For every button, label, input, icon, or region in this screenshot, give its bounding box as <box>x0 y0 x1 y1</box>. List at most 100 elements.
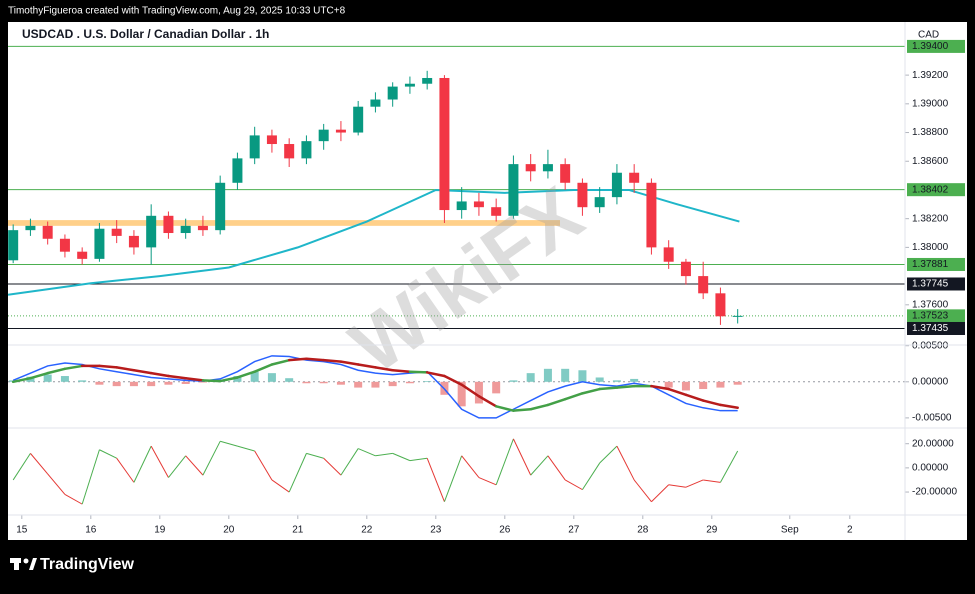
oscillator-segment <box>237 445 255 452</box>
chart-title: USDCAD . U.S. Dollar / Canadian Dollar .… <box>22 27 269 41</box>
oscillator-segment <box>185 455 204 476</box>
macd-histogram <box>543 368 552 382</box>
oscillator-segment <box>685 479 704 488</box>
macd-histogram <box>354 381 363 388</box>
y-tick-label: 1.38600 <box>912 156 949 167</box>
macd-histogram <box>43 374 52 382</box>
signal-segment <box>115 366 136 372</box>
oscillator-segment <box>375 452 393 457</box>
signal-segment <box>719 403 739 410</box>
macd-histogram <box>233 376 242 382</box>
macd-histogram <box>250 371 259 382</box>
oscillator-segment <box>392 452 411 462</box>
candle-body <box>577 182 588 208</box>
oscillator-segment <box>478 477 497 486</box>
macd-histogram <box>474 381 483 404</box>
oscillator-segment <box>409 457 428 462</box>
macd-histogram <box>285 378 294 382</box>
macd-histogram <box>371 381 380 388</box>
macd-histogram <box>164 381 173 385</box>
oscillator-segment <box>703 479 721 483</box>
signal-segment <box>494 405 515 412</box>
macd-histogram <box>388 381 397 387</box>
oscillator-segment <box>116 457 135 483</box>
candle-body <box>508 164 519 216</box>
brand-logo <box>10 558 37 570</box>
macd-histogram <box>492 381 501 394</box>
oscillator-segment <box>133 445 152 483</box>
oscillator-segment <box>357 448 376 457</box>
candle-body <box>732 315 743 317</box>
candle-body <box>163 215 174 234</box>
candle-body <box>387 86 398 100</box>
signal-segment <box>684 393 705 402</box>
macd-line <box>12 355 738 419</box>
candle-body <box>594 197 605 208</box>
candle-body <box>560 164 571 183</box>
oscillator-segment <box>495 438 514 485</box>
y-tick-label: 1.38800 <box>912 127 949 138</box>
oscillator-segment <box>443 455 463 502</box>
oscillator-segment <box>254 450 273 481</box>
candle-body <box>146 215 157 248</box>
candle-body <box>111 228 122 236</box>
candle-body <box>215 182 226 231</box>
signal-segment <box>305 357 325 362</box>
chart-panel <box>8 22 967 540</box>
x-tick-label: 16 <box>85 525 97 536</box>
signal-segment <box>546 397 567 407</box>
x-tick-label: 26 <box>499 525 511 536</box>
macd-histogram <box>95 381 104 385</box>
signal-segment <box>339 360 360 366</box>
candle-body <box>370 99 381 107</box>
overlay: 1.39400 1.38402 1.37881 1.37745 1.37523 1.374… <box>907 39 965 335</box>
signal-segment <box>184 376 205 382</box>
x-tick-label: 28 <box>637 525 649 536</box>
x-tick-label: 27 <box>568 525 580 536</box>
candle-body <box>301 141 312 159</box>
oscillator-segment <box>271 479 290 493</box>
signal-segment <box>512 407 532 412</box>
candle-body <box>680 261 691 277</box>
macd-histogram <box>319 381 328 384</box>
macd-histogram <box>60 376 69 382</box>
candle-body <box>8 230 19 261</box>
oscillator-segment <box>719 450 739 483</box>
signal-segment <box>29 371 49 380</box>
candle-body <box>128 235 139 248</box>
oscillator-segment <box>12 453 31 481</box>
candle-body <box>197 225 208 231</box>
candle-body <box>698 276 709 294</box>
oscillator-segment <box>288 453 307 493</box>
support-zone <box>8 220 560 226</box>
candle-body <box>611 172 622 198</box>
price-label: 1.37435 <box>912 323 949 334</box>
candle-body <box>491 207 502 216</box>
signal-segment <box>356 363 377 369</box>
candle-body <box>318 129 329 142</box>
candle-body <box>335 129 346 133</box>
signal-segment <box>132 369 153 375</box>
signal-segment <box>374 366 394 372</box>
candle-body <box>353 106 364 133</box>
oscillator-segment <box>530 455 549 476</box>
macd-histogram <box>699 381 708 390</box>
logo-part <box>29 558 37 570</box>
macd-histogram <box>561 368 570 382</box>
signal-segment <box>443 374 463 386</box>
y-tick-label: -0.00500 <box>912 413 952 424</box>
y-tick-label: 1.38200 <box>912 213 949 224</box>
price-label-box <box>907 321 965 335</box>
signal-segment <box>650 384 670 391</box>
macd-histogram <box>457 381 466 407</box>
macd-histogram <box>78 380 87 382</box>
x-tick-label: 20 <box>223 525 235 536</box>
x-tick-label: 23 <box>430 525 442 536</box>
signal-segment <box>529 403 550 411</box>
logo-part <box>14 558 19 570</box>
candle-body <box>715 293 726 317</box>
oscillator-segment <box>202 441 221 476</box>
oscillator-segment <box>547 455 566 481</box>
oscillator-segment <box>30 453 49 475</box>
y-tick-label: 0.00000 <box>912 463 949 474</box>
